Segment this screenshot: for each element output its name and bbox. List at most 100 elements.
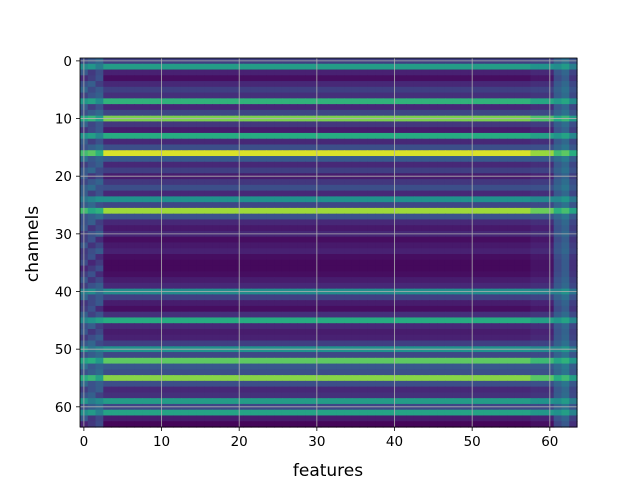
heatmap-cell: [382, 196, 392, 203]
heatmap-cell: [530, 161, 539, 169]
heatmap-cell: [243, 311, 252, 319]
heatmap-cell: [142, 242, 151, 249]
heatmap-cell: [111, 305, 120, 313]
heatmap-cell: [437, 369, 446, 376]
heatmap-cell: [118, 202, 128, 209]
heatmap-cell: [398, 375, 407, 382]
heatmap-cell: [126, 86, 135, 94]
heatmap-cell: [375, 294, 384, 301]
heatmap-cell: [382, 127, 392, 134]
heatmap-cell: [274, 323, 283, 330]
heatmap-cell: [351, 86, 361, 94]
heatmap-cell: [444, 156, 454, 163]
heatmap-cell: [204, 398, 213, 405]
heatmap-cell: [483, 219, 493, 226]
heatmap-cell: [476, 236, 485, 244]
heatmap-cell: [530, 63, 539, 71]
heatmap-cell: [118, 144, 128, 151]
heatmap-cell: [476, 392, 485, 399]
heatmap-cell: [553, 225, 563, 232]
heatmap-cell: [344, 265, 353, 272]
heatmap-cell: [219, 380, 229, 388]
heatmap-cell: [149, 352, 159, 359]
heatmap-cell: [398, 357, 407, 365]
heatmap-cell: [250, 248, 260, 255]
heatmap-cell: [188, 259, 198, 267]
heatmap-cell: [413, 311, 423, 319]
heatmap-cell: [258, 248, 267, 255]
heatmap-cell: [180, 132, 190, 140]
heatmap-cell: [444, 259, 454, 267]
heatmap-cell: [491, 398, 500, 405]
heatmap-cell: [204, 196, 213, 203]
heatmap-cell: [142, 305, 151, 313]
heatmap-cell: [406, 81, 415, 88]
heatmap-cell: [421, 144, 431, 151]
heatmap-cell: [149, 86, 159, 94]
heatmap-cell: [522, 271, 532, 278]
heatmap-cell: [514, 190, 524, 197]
heatmap-cell: [87, 184, 97, 192]
heatmap-cell: [204, 369, 213, 376]
heatmap-cell: [180, 369, 190, 376]
heatmap-cell: [382, 81, 392, 88]
heatmap-cell: [227, 190, 236, 197]
heatmap-cell: [344, 98, 353, 105]
heatmap-cell: [149, 213, 159, 221]
heatmap-cell: [142, 179, 151, 186]
heatmap-cell: [328, 156, 337, 163]
heatmap-cell: [188, 127, 198, 134]
heatmap-cell: [499, 375, 508, 382]
heatmap-cell: [243, 156, 252, 163]
heatmap-cell: [367, 190, 376, 197]
heatmap-cell: [406, 63, 415, 71]
heatmap-cell: [320, 109, 330, 117]
heatmap-cell: [134, 167, 143, 174]
heatmap-cell: [491, 363, 500, 370]
heatmap-cell: [165, 69, 174, 76]
heatmap-cell: [274, 242, 283, 249]
heatmap-cell: [243, 225, 252, 232]
heatmap-cell: [95, 340, 104, 347]
heatmap-cell: [196, 323, 205, 330]
heatmap-cell: [359, 86, 368, 94]
heatmap-cell: [188, 254, 198, 261]
heatmap-cell: [134, 150, 143, 157]
heatmap-cell: [258, 300, 267, 307]
heatmap-cell: [499, 69, 508, 76]
heatmap-cell: [491, 75, 500, 82]
heatmap-cell: [219, 167, 229, 174]
heatmap-cell: [437, 132, 446, 140]
heatmap-cell: [561, 421, 570, 428]
heatmap-cell: [444, 121, 454, 128]
heatmap-cell: [219, 179, 229, 186]
heatmap-cell: [204, 392, 213, 399]
heatmap-cell: [297, 340, 306, 347]
heatmap-cell: [258, 392, 267, 399]
heatmap-cell: [118, 305, 128, 313]
heatmap-cell: [250, 207, 260, 215]
heatmap-cell: [538, 75, 547, 82]
heatmap-cell: [227, 282, 236, 290]
heatmap-cell: [499, 415, 508, 422]
heatmap-cell: [219, 375, 229, 382]
heatmap-cell: [266, 109, 275, 117]
heatmap-cell: [250, 202, 260, 209]
heatmap-cell: [413, 323, 423, 330]
heatmap-cell: [219, 363, 229, 370]
heatmap-cell: [149, 132, 159, 140]
heatmap-cell: [281, 317, 291, 324]
heatmap-cell: [476, 398, 485, 405]
heatmap-cell: [219, 213, 229, 221]
heatmap-cell: [297, 363, 306, 370]
heatmap-cell: [476, 380, 485, 388]
heatmap-cell: [460, 409, 469, 417]
heatmap-cell: [134, 207, 143, 215]
heatmap-cell: [429, 392, 438, 399]
heatmap-cell: [398, 300, 407, 307]
heatmap-cell: [569, 207, 578, 215]
heatmap-cell: [305, 363, 314, 370]
heatmap-cell: [173, 294, 182, 301]
heatmap-cell: [134, 196, 143, 203]
heatmap-cell: [111, 369, 120, 376]
